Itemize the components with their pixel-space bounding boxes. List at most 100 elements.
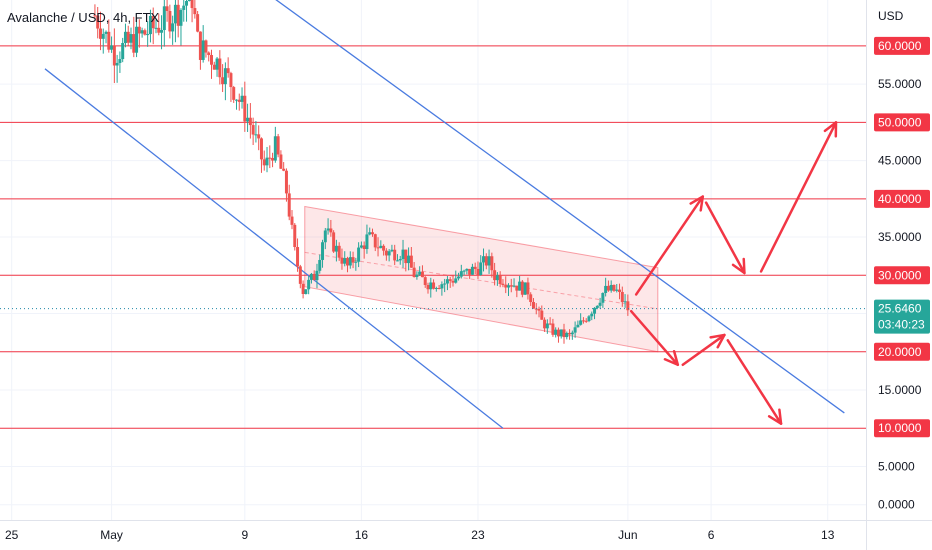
price-level-tag — [874, 342, 930, 361]
candle-body — [398, 259, 402, 261]
candle-body — [429, 282, 433, 290]
candle-body — [232, 87, 236, 100]
candle-body — [512, 285, 516, 287]
candle-body — [412, 267, 416, 278]
candle-body — [440, 284, 444, 289]
candle-body — [523, 282, 527, 295]
candle-body — [518, 281, 522, 291]
candle-body — [545, 323, 549, 329]
candle-body — [581, 320, 585, 322]
projection-arrow-segment — [629, 309, 680, 367]
candle-body — [570, 332, 574, 335]
candle-body — [554, 329, 558, 335]
candle-body — [587, 316, 591, 322]
candle-body — [506, 285, 510, 288]
candle-body — [556, 329, 560, 337]
y-tick-label: 35.0000 — [878, 230, 922, 244]
candle-body — [218, 58, 222, 78]
candle-body — [187, 0, 191, 1]
candle-body — [226, 68, 230, 74]
inner-channel-midline — [304, 251, 658, 310]
candle-body — [290, 216, 294, 225]
candle-body — [604, 285, 608, 293]
candle-body — [609, 284, 613, 291]
candle-body — [276, 136, 280, 155]
projection-arrow-head — [767, 408, 783, 425]
candle-body — [595, 305, 599, 308]
y-tick-label: 15.0000 — [878, 383, 922, 397]
candle-body — [618, 289, 622, 292]
candle-body — [287, 193, 291, 217]
candle-body — [479, 262, 483, 275]
candle-body — [393, 249, 397, 261]
candle-body — [96, 15, 100, 29]
candle-body — [229, 73, 233, 88]
price-level-tag-label: 10.0000 — [878, 421, 922, 435]
candle-body — [315, 270, 319, 281]
candle-body — [520, 281, 524, 295]
candle-body — [437, 287, 441, 289]
candle-body — [407, 255, 411, 264]
candle-body — [357, 247, 361, 262]
projection-arrow-segment — [634, 195, 705, 296]
candle-body — [284, 170, 288, 194]
candle-body — [448, 279, 452, 281]
inner-channel-area — [304, 205, 659, 353]
candle-body — [221, 77, 225, 85]
candle-body — [476, 268, 480, 275]
candle-body — [135, 26, 139, 53]
candle-body — [351, 257, 355, 263]
candle-body — [182, 5, 186, 10]
candle-body — [126, 31, 130, 43]
candle-body — [373, 234, 377, 248]
candle-body — [162, 6, 166, 31]
candle-body — [562, 329, 566, 338]
y-tick-label: 55.0000 — [878, 77, 922, 91]
candle-body — [160, 30, 164, 33]
candle-body — [387, 251, 391, 256]
candle-body — [251, 125, 255, 135]
candle-body — [301, 283, 305, 295]
candle-body — [115, 62, 119, 66]
projection-arrow-head — [663, 350, 680, 367]
candle-body — [201, 40, 205, 60]
candle-body — [620, 291, 624, 303]
candle-body — [268, 157, 272, 159]
candle-body — [540, 310, 544, 320]
candle-body — [132, 34, 136, 53]
candle-body — [234, 99, 238, 101]
countdown-label: 03:40:23 — [878, 318, 925, 332]
candle-body — [121, 43, 125, 60]
candle-body — [529, 294, 533, 303]
candle-body — [304, 289, 308, 295]
candle-body — [101, 33, 105, 39]
candle-body — [379, 245, 383, 248]
candle-body — [210, 55, 214, 65]
x-tick-label: 16 — [355, 528, 369, 542]
candle-body — [426, 284, 430, 290]
candle-body — [420, 271, 424, 278]
candle-body — [362, 245, 366, 250]
candle-body — [418, 271, 422, 275]
candle-body — [568, 332, 572, 335]
candle-body — [576, 324, 580, 328]
price-level-tag — [874, 36, 930, 55]
price-level-tag — [874, 189, 930, 208]
candle-body — [98, 28, 102, 39]
candle-body — [526, 282, 530, 295]
candle-body — [215, 58, 219, 70]
candle-body — [484, 256, 488, 266]
candle-body — [168, 10, 172, 32]
candle-body — [151, 15, 155, 29]
projection-arrow-segment — [759, 121, 838, 273]
candle-body — [240, 95, 244, 102]
candle-body — [543, 319, 547, 329]
candle-body — [348, 257, 352, 266]
candle-body — [623, 301, 627, 303]
candle-body — [390, 249, 394, 252]
candle-body — [248, 117, 252, 126]
candle-body — [118, 59, 122, 63]
candle-body — [273, 136, 277, 161]
candle-body — [451, 280, 455, 283]
